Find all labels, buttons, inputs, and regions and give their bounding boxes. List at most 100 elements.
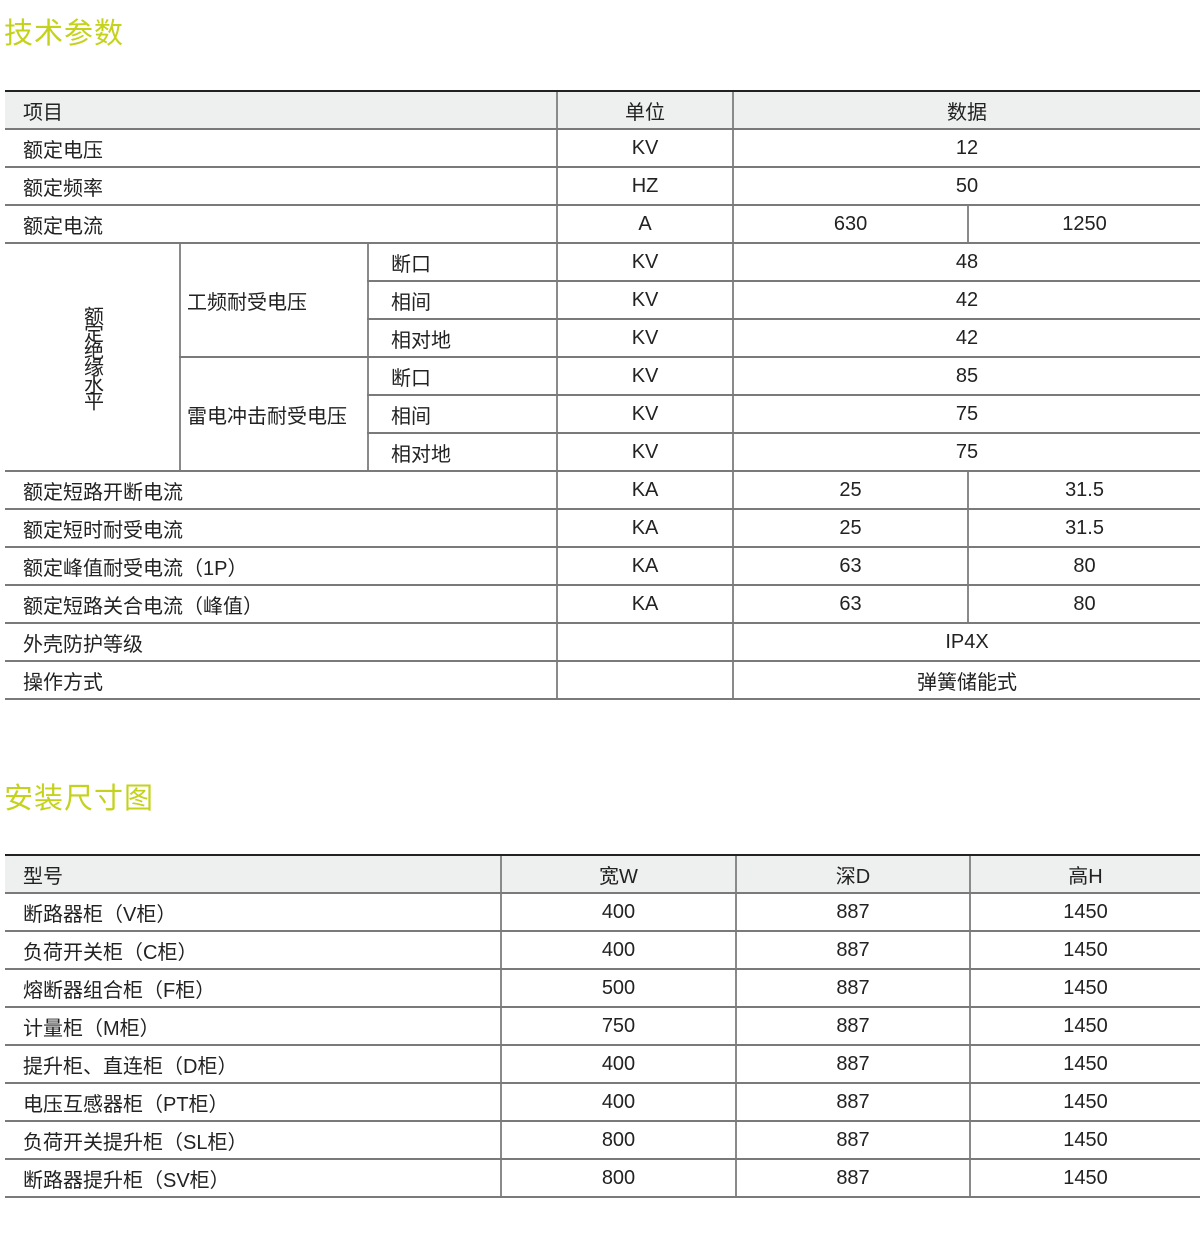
dimension-value: 400: [500, 1083, 736, 1122]
dimension-value: 800: [500, 1159, 736, 1198]
model-name: 负荷开关提升柜（SL柜）: [5, 1121, 501, 1160]
row-unit: KA: [556, 471, 734, 510]
table-row: 负荷开关提升柜（SL柜） 800 887 1450: [5, 1121, 1200, 1160]
row-unit: KV: [556, 433, 734, 472]
row-label: 外壳防护等级: [5, 623, 558, 662]
dimensions-table: 型号 宽W 深D 高H 断路器柜（V柜） 400 887 1450 负荷开关柜（C柜） 400 88…: [5, 854, 1200, 1198]
tech-params-table: 项目 单位 数据 额定电压 KV 12 额定频率 HZ 50 额定电流 A 630 1250 额定绝缘水平…: [5, 90, 1200, 700]
table-row: 外壳防护等级 IP4X: [5, 623, 1200, 662]
dimension-value: 1450: [969, 931, 1200, 970]
row-unit: KV: [556, 281, 734, 320]
table-row: 相对地 KV 42: [5, 319, 1200, 358]
model-name: 断路器柜（V柜）: [5, 893, 501, 932]
table-row: 相对地 KV 75: [5, 433, 1200, 472]
row-value: 25: [732, 471, 969, 510]
table-row: 电压互感器柜（PT柜） 400 887 1450: [5, 1083, 1200, 1122]
table-row: 额定峰值耐受电流（1P） KA 63 80: [5, 547, 1200, 586]
row-value: 75: [732, 433, 1200, 472]
dimension-value: 400: [500, 1045, 736, 1084]
dimension-value: 887: [735, 969, 970, 1008]
table-row: 相间 KV 42: [5, 281, 1200, 320]
table-row: 额定电压 KV 12: [5, 129, 1200, 168]
row-label: 额定短时耐受电流: [5, 509, 558, 548]
row-unit: KV: [556, 395, 734, 434]
model-name: 断路器提升柜（SV柜）: [5, 1159, 501, 1198]
insulation-label: 额定绝缘水平: [5, 243, 180, 472]
insulation-item-label: 断口: [366, 243, 558, 282]
insulation-item-label: 相对地: [366, 433, 558, 472]
model-name: 熔断器组合柜（F柜）: [5, 969, 501, 1008]
header-row: 项目 单位 数据: [5, 90, 1200, 130]
row-unit: KA: [556, 547, 734, 586]
table-row: 计量柜（M柜） 750 887 1450: [5, 1007, 1200, 1046]
insulation-item-label: 相间: [366, 281, 558, 320]
table-row: 操作方式 弹簧储能式: [5, 661, 1200, 700]
row-value: 1250: [967, 205, 1200, 244]
dimension-value: 1450: [969, 1159, 1200, 1198]
column-header: 宽W: [500, 854, 736, 894]
row-value: 630: [732, 205, 969, 244]
dimension-value: 400: [500, 893, 736, 932]
table-row: 额定电流 A 630 1250: [5, 205, 1200, 244]
row-value: 48: [732, 243, 1200, 282]
column-header: 深D: [735, 854, 970, 894]
row-value: 31.5: [967, 471, 1200, 510]
dimension-value: 1450: [969, 1045, 1200, 1084]
dimension-value: 887: [735, 1159, 970, 1198]
model-name: 提升柜、直连柜（D柜）: [5, 1045, 501, 1084]
table-row: 熔断器组合柜（F柜） 500 887 1450: [5, 969, 1200, 1008]
dimension-value: 887: [735, 893, 970, 932]
header-data: 数据: [732, 90, 1200, 130]
row-label: 操作方式: [5, 661, 558, 700]
header-item: 项目: [5, 90, 558, 130]
row-unit: KA: [556, 509, 734, 548]
dimension-value: 800: [500, 1121, 736, 1160]
column-header: 高H: [969, 854, 1200, 894]
table-row: 相间 KV 75: [5, 395, 1200, 434]
section-title-dims: 安装尺寸图: [4, 783, 155, 815]
dimension-value: 1450: [969, 1121, 1200, 1160]
model-name: 计量柜（M柜）: [5, 1007, 501, 1046]
row-unit: HZ: [556, 167, 734, 206]
row-value: 75: [732, 395, 1200, 434]
row-value: 25: [732, 509, 969, 548]
table-row: 额定频率 HZ 50: [5, 167, 1200, 206]
row-value: 42: [732, 281, 1200, 320]
dimension-value: 750: [500, 1007, 736, 1046]
dimension-value: 400: [500, 931, 736, 970]
model-name: 负荷开关柜（C柜）: [5, 931, 501, 970]
insulation-item-label: 断口: [366, 357, 558, 396]
row-unit: KV: [556, 357, 734, 396]
table-row: 额定绝缘水平 工频耐受电压 断口 KV 48: [5, 243, 1200, 472]
row-label: 额定短路开断电流: [5, 471, 558, 510]
insulation-group-label: 雷电冲击耐受电压: [179, 357, 368, 472]
header-unit: 单位: [556, 90, 734, 130]
row-value: 42: [732, 319, 1200, 358]
dimension-value: 1450: [969, 969, 1200, 1008]
row-label: 额定电压: [5, 129, 558, 168]
dimension-value: 1450: [969, 893, 1200, 932]
column-header: 型号: [5, 854, 501, 894]
row-value: 弹簧储能式: [732, 661, 1200, 700]
row-unit: KV: [556, 319, 734, 358]
dimension-value: 887: [735, 1083, 970, 1122]
row-unit: A: [556, 205, 734, 244]
row-label: 额定峰值耐受电流（1P）: [5, 547, 558, 586]
row-unit: KA: [556, 585, 734, 624]
table-row: 断路器提升柜（SV柜） 800 887 1450: [5, 1159, 1200, 1198]
row-value: IP4X: [732, 623, 1200, 662]
row-value: 80: [967, 547, 1200, 586]
insulation-item-label: 相间: [366, 395, 558, 434]
table-row: 额定短路关合电流（峰值） KA 63 80: [5, 585, 1200, 624]
table-row: 雷电冲击耐受电压 断口 KV 85: [5, 357, 1200, 472]
row-value: 80: [967, 585, 1200, 624]
dimension-value: 887: [735, 1045, 970, 1084]
row-value: 31.5: [967, 509, 1200, 548]
row-unit: [556, 623, 734, 662]
dimension-value: 500: [500, 969, 736, 1008]
dimension-value: 887: [735, 1007, 970, 1046]
header-row: 型号 宽W 深D 高H: [5, 854, 1200, 894]
dimension-value: 1450: [969, 1083, 1200, 1122]
table-row: 额定短时耐受电流 KA 25 31.5: [5, 509, 1200, 548]
row-value: 63: [732, 585, 969, 624]
